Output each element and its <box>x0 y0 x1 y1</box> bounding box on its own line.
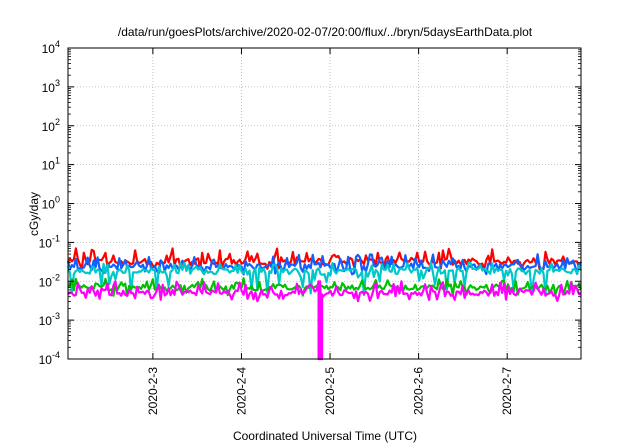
y-tick-label: 101 <box>42 156 60 173</box>
grid <box>68 48 581 359</box>
x-tick-labels: 2020-2-3 2020-2-4 2020-2-5 2020-2-6 2020-2-7 <box>146 367 514 415</box>
y-axis-label: cGy/day <box>27 192 41 236</box>
plot-frame <box>67 47 582 360</box>
x-tick-label: 2020-2-3 <box>146 367 160 415</box>
series-line <box>66 261 582 297</box>
x-tick-label: 2020-2-5 <box>323 367 337 415</box>
x-tick-label: 2020-2-6 <box>412 367 426 415</box>
series-line <box>67 280 582 361</box>
series-line <box>66 253 582 276</box>
y-tick-label: 100 <box>42 195 60 212</box>
y-tick-label: 10-3 <box>39 311 60 328</box>
chart-title: /data/run/goesPlots/archive/2020-02-07/2… <box>118 25 533 39</box>
y-tick-label: 10-2 <box>39 272 60 289</box>
axis-ticks <box>68 47 581 360</box>
y-tick-label: 10-1 <box>39 233 60 250</box>
x-tick-label: 2020-2-4 <box>234 367 248 415</box>
y-tick-label: 102 <box>42 117 60 134</box>
series-layer <box>66 247 583 361</box>
y-tick-labels: 10-4 10-3 10-2 10-1 100 101 102 103 104 <box>39 39 60 367</box>
x-tick-label: 2020-2-7 <box>500 367 514 415</box>
series-line <box>67 277 583 297</box>
y-tick-label: 103 <box>42 78 60 95</box>
y-tick-label: 10-4 <box>39 350 60 367</box>
y-tick-label: 104 <box>42 39 60 56</box>
x-axis-label: Coordinated Universal Time (UTC) <box>233 429 417 443</box>
